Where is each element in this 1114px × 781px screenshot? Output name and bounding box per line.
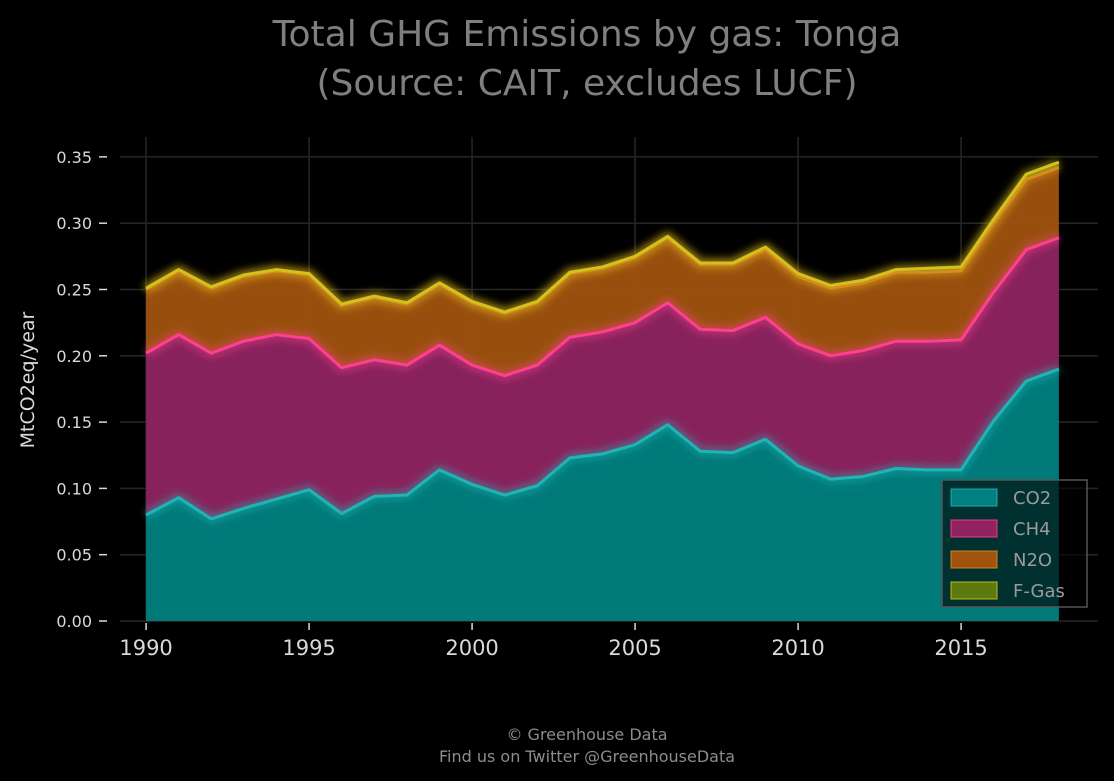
legend-swatch-n2o <box>950 550 998 569</box>
line-co2 <box>145 367 1060 521</box>
y-tick-label: 0.15 <box>56 413 92 432</box>
x-tick-label: 2010 <box>771 636 824 660</box>
y-tick-label: 0.30 <box>56 214 92 233</box>
y-axis: 0.00 0.05 0.10 0.15 0.20 0.25 0.30 0.35 <box>56 148 107 631</box>
line-ch4 <box>145 236 1060 378</box>
legend-label-n2o: N2O <box>1013 550 1052 571</box>
y-tick-label: 0.25 <box>56 280 92 299</box>
x-tick-label: 1990 <box>119 636 172 660</box>
line-f-gas <box>145 160 1060 314</box>
area-co2 <box>146 369 1059 621</box>
chart-title: Total GHG Emissions by gas: Tonga <box>272 14 902 55</box>
x-tick-label: 2000 <box>445 636 498 660</box>
x-tick-label: 2015 <box>934 636 987 660</box>
legend-label-f-gas: F-Gas <box>1013 581 1065 602</box>
y-tick-label: 0.20 <box>56 347 92 366</box>
footer-copyright: © Greenhouse Data <box>506 725 667 744</box>
area-ch4 <box>146 237 1059 519</box>
x-tick-label: 1995 <box>282 636 335 660</box>
y-tick-label: 0.35 <box>56 148 92 167</box>
footer-twitter: Find us on Twitter @GreenhouseData <box>439 747 735 766</box>
y-tick-label: 0.00 <box>56 612 92 631</box>
legend-swatch-co2 <box>950 488 998 507</box>
x-axis: 1990 1995 2000 2005 2010 2015 <box>119 623 988 660</box>
legend-swatch-f-gas <box>950 581 998 600</box>
legend: CO2 CH4 N2O F-Gas <box>941 479 1088 608</box>
legend-label-co2: CO2 <box>1013 488 1051 509</box>
y-tick-label: 0.05 <box>56 546 92 565</box>
chart-subtitle: (Source: CAIT, excludes LUCF) <box>316 63 857 104</box>
y-axis-label: MtCO2eq/year <box>17 311 39 448</box>
legend-label-ch4: CH4 <box>1013 519 1051 540</box>
series-lines <box>145 160 1060 521</box>
legend-swatch-ch4 <box>950 519 998 538</box>
x-tick-label: 2005 <box>608 636 661 660</box>
y-tick-label: 0.10 <box>56 479 92 498</box>
series-areas <box>146 162 1059 621</box>
